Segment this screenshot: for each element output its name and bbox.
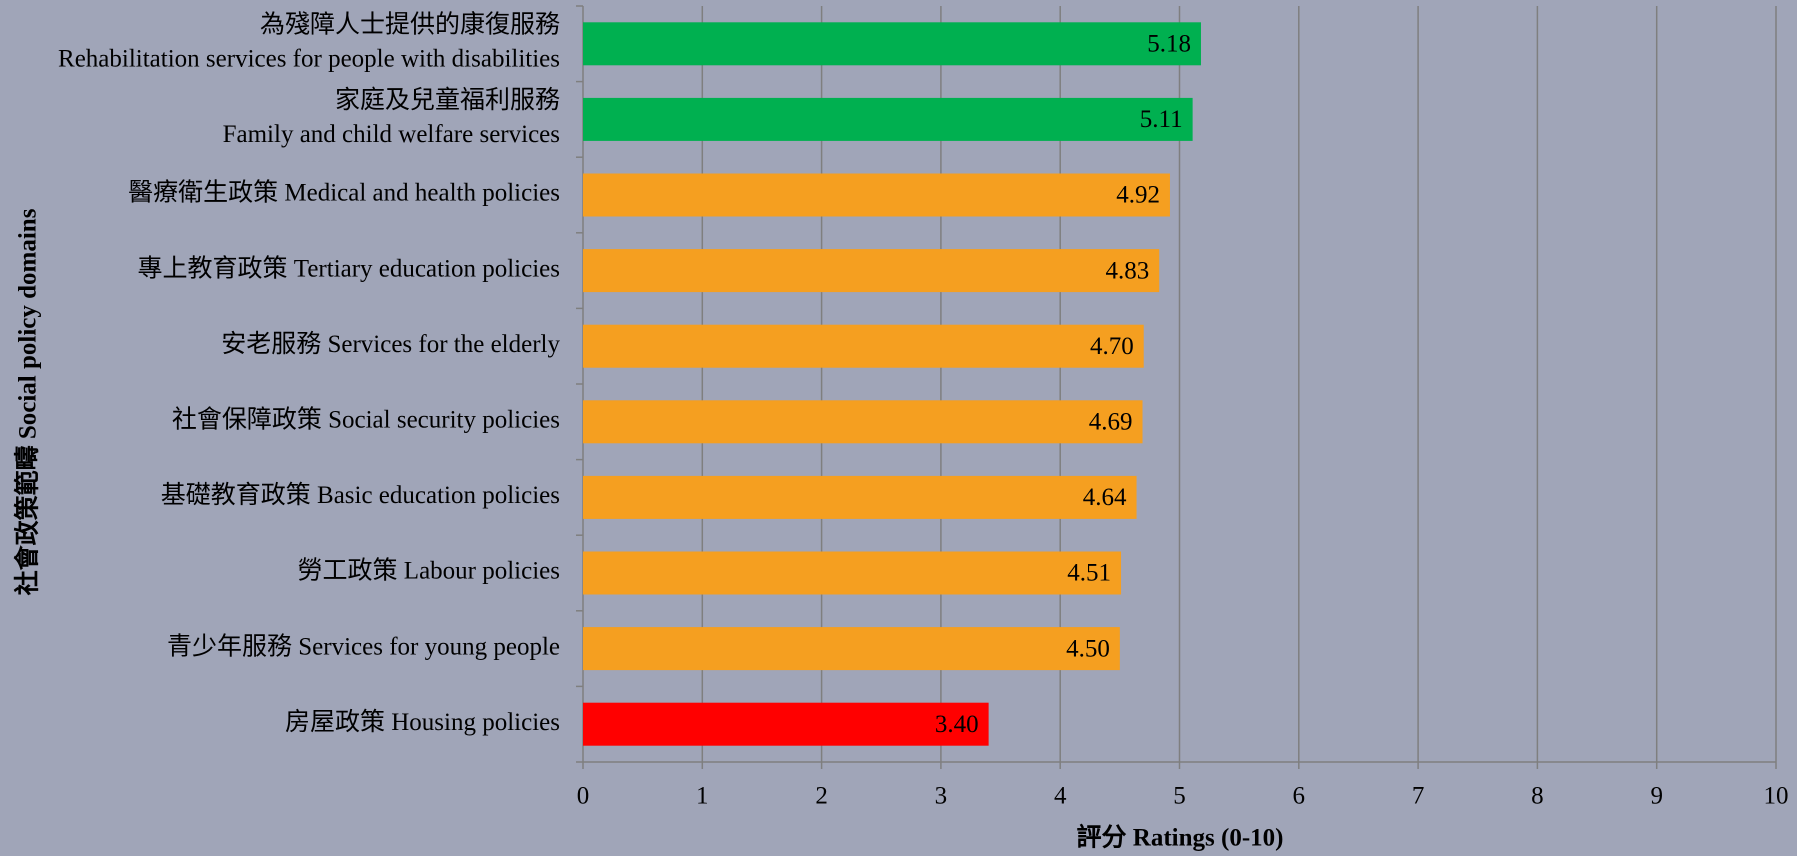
data-label: 4.51 <box>1067 560 1111 587</box>
x-axis-title: 評分 Ratings (0-10) <box>1077 823 1284 852</box>
bar <box>583 249 1160 293</box>
x-tick-label: 8 <box>1531 783 1544 810</box>
y-tick-label: 基礎教育政策 Basic education policies <box>161 481 560 509</box>
y-tick-label: 家庭及兒童福利服務 <box>335 86 560 114</box>
x-tick-label: 7 <box>1412 783 1425 810</box>
y-tick-label: 安老服務 Services for the elderly <box>221 330 560 358</box>
bar <box>583 627 1120 671</box>
x-tick-label: 4 <box>1054 783 1067 810</box>
y-tick-label: 為殘障人士提供的康復服務 <box>260 11 560 39</box>
y-tick-label: Rehabilitation services for people with … <box>58 46 560 73</box>
data-label: 4.92 <box>1116 182 1160 209</box>
x-tick-label: 10 <box>1764 783 1789 810</box>
bar <box>583 22 1201 66</box>
data-label: 4.70 <box>1090 333 1134 360</box>
data-label: 5.11 <box>1140 106 1183 133</box>
data-label: 4.64 <box>1083 484 1127 511</box>
x-tick-label: 5 <box>1173 783 1186 810</box>
bar <box>583 97 1193 141</box>
y-tick-label: 專上教育政策 Tertiary education policies <box>138 254 560 282</box>
x-tick-label: 2 <box>815 783 828 810</box>
y-tick-label: 勞工政策 Labour policies <box>298 557 560 585</box>
x-tick-label: 1 <box>696 783 709 810</box>
x-tick-label: 3 <box>935 783 948 810</box>
data-label: 5.18 <box>1147 31 1191 58</box>
data-label: 4.83 <box>1105 257 1149 284</box>
x-tick-label: 6 <box>1293 783 1306 810</box>
x-tick-label: 0 <box>577 783 590 810</box>
bar <box>583 551 1122 595</box>
bar <box>583 702 989 746</box>
bar <box>583 475 1137 519</box>
y-tick-label: 醫療衛生政策 Medical and health policies <box>128 179 560 207</box>
y-tick-label: 青少年服務 Services for young people <box>167 632 560 660</box>
bar <box>583 324 1144 368</box>
data-label: 4.69 <box>1089 409 1133 436</box>
x-tick-label: 9 <box>1650 783 1663 810</box>
y-tick-label: 社會保障政策 Social security policies <box>172 406 560 434</box>
bar <box>583 173 1170 217</box>
data-label: 4.50 <box>1066 635 1110 662</box>
y-tick-label: 房屋政策 Housing policies <box>285 708 560 736</box>
bar <box>583 400 1143 444</box>
y-axis-title: 社會政策範疇 Social policy domains <box>13 208 42 595</box>
data-label: 3.40 <box>935 711 979 738</box>
y-tick-label: Family and child welfare services <box>223 121 560 148</box>
